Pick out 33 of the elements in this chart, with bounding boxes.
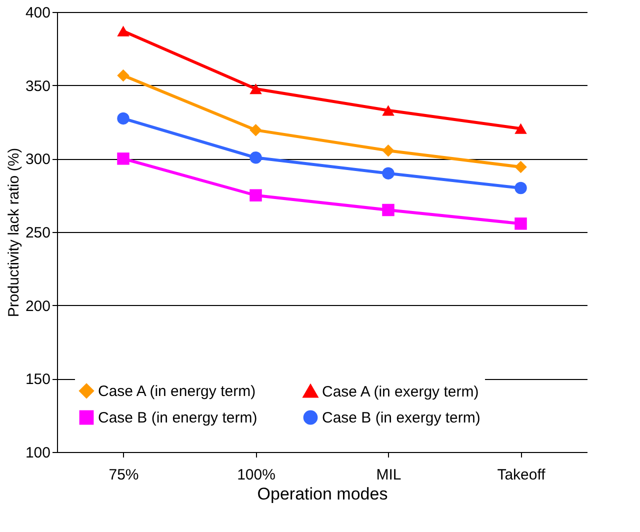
x-tick-label: Takeoff bbox=[497, 466, 546, 484]
legend-label: Case A (in exergy term) bbox=[322, 383, 479, 400]
point bbox=[514, 123, 527, 134]
y-tick-label: 100 bbox=[25, 444, 50, 462]
point bbox=[117, 69, 130, 82]
point bbox=[514, 218, 527, 230]
point bbox=[250, 84, 262, 94]
y-tick-label: 300 bbox=[25, 151, 50, 168]
y-tick-label: 150 bbox=[25, 371, 50, 388]
point bbox=[250, 124, 262, 136]
point bbox=[514, 182, 527, 194]
legend-label: Case B (in energy term) bbox=[98, 410, 258, 426]
point bbox=[250, 152, 262, 164]
y-tick-label: 400 bbox=[25, 4, 50, 22]
x-tick-label: MIL bbox=[376, 466, 402, 484]
legend-label: Case A (in energy term) bbox=[98, 382, 256, 400]
y-axis-title: Productivity lack ratio (%) bbox=[5, 148, 22, 318]
point bbox=[382, 167, 394, 180]
point bbox=[117, 26, 130, 36]
point bbox=[117, 112, 130, 125]
legend-label: Case B (in exergy term) bbox=[322, 410, 480, 426]
point bbox=[250, 189, 262, 202]
x-axis-title: Operation modes bbox=[257, 484, 388, 504]
y-tick-label: 200 bbox=[25, 298, 50, 315]
point bbox=[382, 144, 394, 157]
x-tick-label: 100% bbox=[237, 466, 276, 484]
point bbox=[117, 152, 130, 165]
point bbox=[382, 105, 394, 116]
y-tick-label: 350 bbox=[25, 78, 50, 95]
point bbox=[514, 160, 527, 174]
point bbox=[382, 204, 394, 216]
y-tick-label: 250 bbox=[25, 224, 50, 242]
x-tick-label: 75% bbox=[108, 466, 139, 484]
